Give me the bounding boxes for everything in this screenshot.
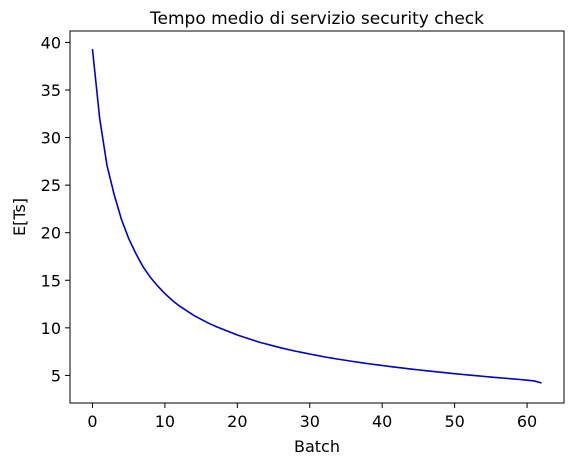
axes-frame	[69, 30, 565, 404]
plot-area	[69, 30, 565, 404]
chart-title: Tempo medio di servizio security check	[149, 9, 484, 29]
x-axis-label: Batch	[294, 437, 340, 456]
y-axis-label: E[Ts]	[10, 198, 29, 236]
y-tick-label: 20	[41, 224, 61, 243]
x-tick-label: 40	[372, 412, 392, 431]
y-tick-label: 5	[51, 366, 61, 385]
y-tick-label: 30	[41, 129, 61, 148]
series-line-0	[91, 48, 542, 384]
y-tick-label: 15	[41, 271, 61, 290]
x-tick-label: 50	[444, 412, 464, 431]
x-tick-label: 60	[517, 412, 537, 431]
y-tick-label: 35	[41, 81, 61, 100]
y-tick-label: 10	[41, 319, 61, 338]
x-tick-label: 20	[227, 412, 247, 431]
y-axis-ticks: 5 10 15 20 25 30 35 40	[41, 33, 70, 385]
x-tick-label: 30	[300, 412, 320, 431]
series-layer	[91, 48, 542, 384]
y-tick-label: 40	[41, 33, 61, 52]
x-tick-label: 0	[87, 412, 97, 431]
x-axis-ticks: 0 10 20 30 40 50 60	[87, 403, 537, 431]
y-tick-label: 25	[41, 176, 61, 195]
x-tick-label: 10	[155, 412, 175, 431]
